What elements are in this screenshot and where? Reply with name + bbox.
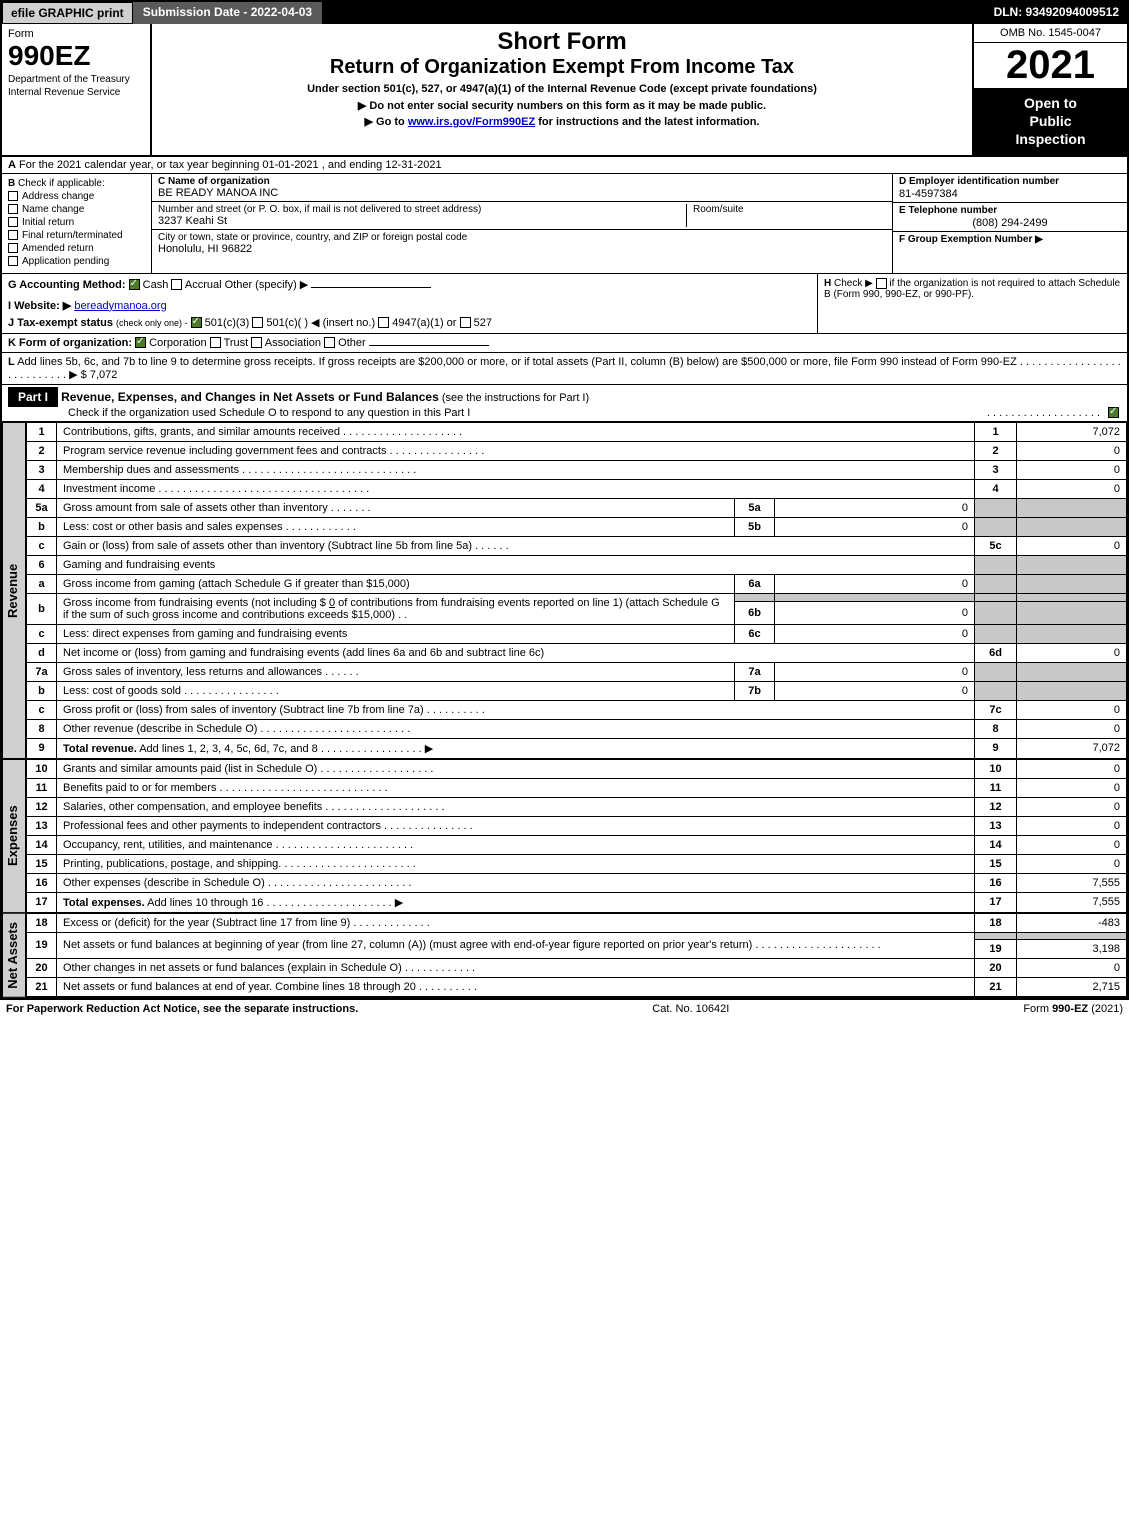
- line-16-value: 7,555: [1017, 873, 1127, 892]
- chk-corporation[interactable]: [135, 337, 146, 348]
- line-18-value: -483: [1017, 913, 1127, 932]
- row-k-org-form: K Form of organization: Corporation Trus…: [2, 334, 1127, 353]
- open-to-public-box: Open to Public Inspection: [974, 88, 1127, 155]
- chk-501c3[interactable]: [191, 317, 202, 328]
- chk-initial-return[interactable]: [8, 217, 18, 227]
- ein: 81-4597384: [899, 188, 1121, 200]
- form-container: efile GRAPHIC print Submission Date - 20…: [0, 0, 1129, 999]
- line-12-value: 0: [1017, 797, 1127, 816]
- part-1-header: Part I Revenue, Expenses, and Changes in…: [2, 385, 1127, 422]
- website-link[interactable]: bereadymanoa.org: [74, 300, 166, 312]
- revenue-table: 1Contributions, gifts, grants, and simil…: [26, 422, 1127, 759]
- instr-no-ssn: ▶ Do not enter social security numbers o…: [160, 99, 964, 112]
- line-14-value: 0: [1017, 835, 1127, 854]
- room-suite-label: Room/suite: [686, 204, 886, 227]
- page-footer: For Paperwork Reduction Act Notice, see …: [0, 999, 1129, 1018]
- top-bar: efile GRAPHIC print Submission Date - 20…: [2, 2, 1127, 24]
- line-10-value: 0: [1017, 759, 1127, 778]
- omb-number: OMB No. 1545-0047: [974, 24, 1127, 43]
- chk-cash[interactable]: [129, 279, 140, 290]
- irs-link[interactable]: www.irs.gov/Form990EZ: [408, 116, 535, 128]
- ein-label: D Employer identification number: [899, 176, 1059, 187]
- line-1-value: 7,072: [1017, 422, 1127, 441]
- part-1-label: Part I: [8, 387, 58, 407]
- line-7c-value: 0: [1017, 700, 1127, 719]
- dept-irs: Internal Revenue Service: [8, 87, 144, 98]
- chk-trust[interactable]: [210, 337, 221, 348]
- line-3-value: 0: [1017, 460, 1127, 479]
- form-label: Form: [8, 28, 144, 40]
- form-subtitle: Under section 501(c), 527, or 4947(a)(1)…: [160, 83, 964, 95]
- street: 3237 Keahi St: [158, 215, 686, 227]
- line-7a-value: 0: [775, 662, 975, 681]
- line-8-value: 0: [1017, 719, 1127, 738]
- short-form-label: Short Form: [160, 28, 964, 56]
- chk-address-change[interactable]: [8, 191, 18, 201]
- chk-schedule-b[interactable]: [876, 278, 887, 289]
- line-13-value: 0: [1017, 816, 1127, 835]
- org-name: BE READY MANOA INC: [158, 187, 886, 199]
- chk-other[interactable]: [324, 337, 335, 348]
- form-number: 990EZ: [8, 40, 144, 72]
- line-6d-value: 0: [1017, 643, 1127, 662]
- col-c-org-info: C Name of organization BE READY MANOA IN…: [152, 174, 892, 273]
- tab-expenses: Expenses: [2, 759, 26, 913]
- col-b-checkboxes: B Check if applicable: Address change Na…: [2, 174, 152, 273]
- tax-year: 2021: [974, 43, 1127, 88]
- line-9-value: 7,072: [1017, 738, 1127, 758]
- row-g-accounting: G Accounting Method: Cash Accrual Other …: [2, 274, 1127, 334]
- chk-name-change[interactable]: [8, 204, 18, 214]
- row-a-tax-year: A For the 2021 calendar year, or tax yea…: [2, 157, 1127, 174]
- expenses-table: 10Grants and similar amounts paid (list …: [26, 759, 1127, 913]
- form-title: Return of Organization Exempt From Incom…: [160, 56, 964, 79]
- line-6c-value: 0: [775, 624, 975, 643]
- tab-revenue: Revenue: [2, 422, 26, 759]
- line-11-value: 0: [1017, 778, 1127, 797]
- instr-goto: ▶ Go to www.irs.gov/Form990EZ for instru…: [160, 115, 964, 128]
- chk-schedule-o[interactable]: [1108, 407, 1119, 418]
- line-21-value: 2,715: [1017, 977, 1127, 996]
- line-4-value: 0: [1017, 479, 1127, 498]
- group-exemption-label: F Group Exemption Number ▶: [899, 234, 1043, 245]
- chk-final-return[interactable]: [8, 230, 18, 240]
- line-15-value: 0: [1017, 854, 1127, 873]
- chk-4947[interactable]: [378, 317, 389, 328]
- org-name-label: C Name of organization: [158, 176, 886, 187]
- dln: DLN: 93492094009512: [986, 2, 1127, 24]
- form-ref: Form 990-EZ (2021): [1023, 1003, 1123, 1015]
- chk-accrual[interactable]: [171, 279, 182, 290]
- line-7b-value: 0: [775, 681, 975, 700]
- line-5b-value: 0: [775, 517, 975, 536]
- chk-application-pending[interactable]: [8, 256, 18, 266]
- row-h-schedule-b: H Check ▶ if the organization is not req…: [817, 274, 1127, 333]
- tab-net-assets: Net Assets: [2, 913, 26, 998]
- chk-association[interactable]: [251, 337, 262, 348]
- chk-amended-return[interactable]: [8, 243, 18, 253]
- section-bcd: B Check if applicable: Address change Na…: [2, 174, 1127, 274]
- line-5c-value: 0: [1017, 536, 1127, 555]
- catalog-number: Cat. No. 10642I: [652, 1003, 729, 1015]
- phone: (808) 294-2499: [899, 217, 1121, 229]
- city-label: City or town, state or province, country…: [158, 232, 467, 243]
- form-header: Form 990EZ Department of the Treasury In…: [2, 24, 1127, 157]
- row-l-gross-receipts: L Add lines 5b, 6c, and 7b to line 9 to …: [2, 353, 1127, 385]
- line-6b-value: 0: [775, 601, 975, 624]
- line-6a-value: 0: [775, 574, 975, 593]
- street-label: Number and street (or P. O. box, if mail…: [158, 204, 686, 215]
- efile-print-button[interactable]: efile GRAPHIC print: [2, 2, 133, 24]
- chk-501c[interactable]: [252, 317, 263, 328]
- city: Honolulu, HI 96822: [158, 243, 467, 255]
- phone-label: E Telephone number: [899, 205, 997, 216]
- line-20-value: 0: [1017, 958, 1127, 977]
- dept-treasury: Department of the Treasury: [8, 74, 144, 85]
- line-2-value: 0: [1017, 441, 1127, 460]
- col-d-contact: D Employer identification number 81-4597…: [892, 174, 1127, 273]
- line-19-value: 3,198: [1017, 939, 1127, 958]
- chk-527[interactable]: [460, 317, 471, 328]
- submission-date: Submission Date - 2022-04-03: [133, 2, 322, 24]
- line-5a-value: 0: [775, 498, 975, 517]
- paperwork-notice: For Paperwork Reduction Act Notice, see …: [6, 1003, 358, 1015]
- line-17-value: 7,555: [1017, 892, 1127, 912]
- net-assets-table: 18Excess or (deficit) for the year (Subt…: [26, 913, 1127, 997]
